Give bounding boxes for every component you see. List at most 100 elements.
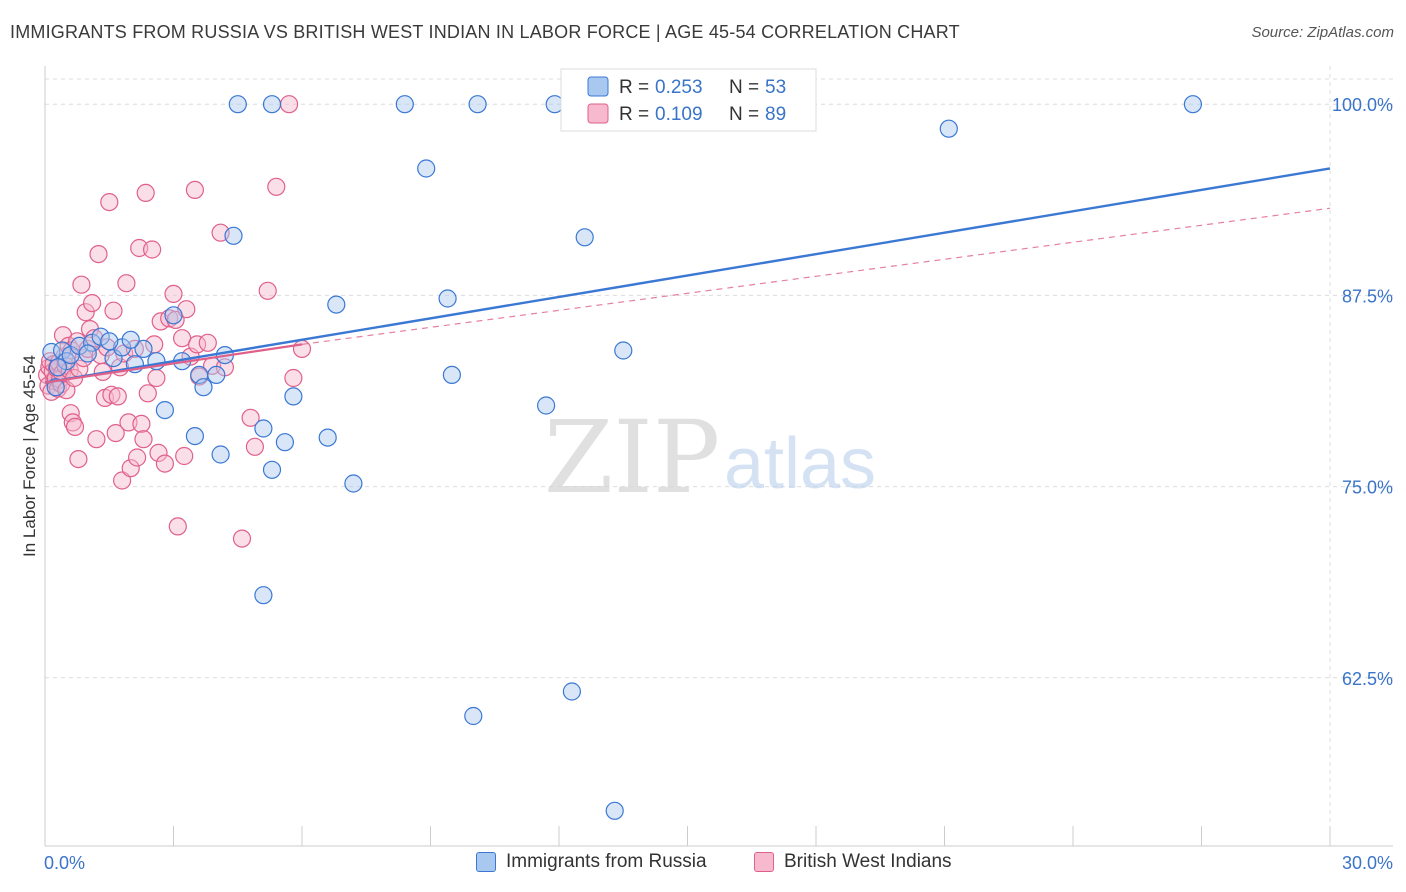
bwi-point-54	[128, 448, 147, 467]
stats-r-value-1: 0.253	[655, 77, 703, 98]
y-tick-label-1: 75.0%	[1342, 478, 1393, 498]
russia-point-32	[344, 474, 363, 493]
russia-point-24	[228, 95, 247, 114]
bwi-point-81	[232, 529, 252, 548]
bwi-point-44	[104, 301, 123, 320]
axes	[44, 66, 1393, 847]
bwi-point-36	[87, 430, 106, 449]
russia-point-23	[224, 226, 243, 245]
russia-point-52	[262, 95, 282, 114]
trend-lines	[44, 167, 1331, 384]
bwi-point-37	[89, 245, 108, 264]
stats-n-label-1: N =	[729, 77, 759, 98]
stats-r-label-1: R =	[619, 77, 649, 98]
russia-point-26	[254, 419, 273, 438]
legend-swatch-bwi	[754, 852, 774, 872]
russia-point-19	[48, 358, 68, 377]
legend-label-bwi: British West Indians	[784, 851, 952, 872]
bwi-point-25	[65, 417, 85, 436]
x-tick-label-max: 30.0%	[1342, 853, 1393, 873]
russia-point-50	[100, 332, 119, 351]
bwi-point-62	[147, 368, 166, 388]
watermark: ZIP atlas	[544, 399, 876, 516]
russia-point-44	[605, 801, 624, 820]
bwi-point-43	[102, 385, 121, 404]
russia-point-15	[194, 378, 213, 397]
russia-point-1	[52, 341, 72, 360]
bwi-trend-line-solid	[44, 343, 303, 384]
russia-point-25	[254, 586, 273, 605]
russia-point-22	[211, 445, 230, 464]
bwi-point-56	[132, 414, 151, 433]
russia-point-34	[417, 159, 436, 178]
watermark-atlas: atlas	[724, 424, 876, 504]
y-tick-label-0: 62.5%	[1342, 669, 1393, 689]
russia-point-41	[562, 682, 582, 701]
russia-point-45	[614, 341, 633, 360]
russia-point-30	[318, 428, 337, 447]
stats-legend: R = 0.253 N = 53 R = 0.109 N = 89	[560, 68, 817, 132]
russia-point-16	[207, 365, 226, 384]
legend-item-bwi[interactable]: British West Indians	[754, 851, 952, 873]
y-tick-label-2: 87.5%	[1342, 286, 1393, 306]
bwi-point-67	[164, 284, 183, 303]
bwi-point-52	[121, 459, 140, 478]
russia-point-36	[442, 365, 461, 384]
russia-point-51	[121, 330, 140, 349]
bwi-point-88	[292, 339, 312, 358]
russia-point-37	[468, 95, 487, 114]
stats-n-value-2: 89	[765, 104, 786, 125]
series-legend: Immigrants from Russia British West Indi…	[0, 851, 1406, 879]
legend-item-russia[interactable]: Immigrants from Russia	[476, 851, 707, 873]
russia-point-47	[939, 119, 958, 138]
bwi-point-77	[198, 333, 217, 352]
grid-lines	[45, 66, 1393, 846]
bwi-trend-line-dashed	[301, 207, 1331, 345]
bwi-point-50	[117, 274, 136, 293]
tick-labels: 62.5% 75.0% 87.5% 100.0% 0.0% 30.0%	[44, 95, 1393, 873]
source-label: Source: ZipAtlas.com	[1251, 24, 1394, 41]
stats-n-value-1: 53	[765, 77, 786, 98]
russia-point-28	[275, 433, 294, 452]
bwi-point-33	[80, 320, 100, 339]
russia-point-29	[284, 387, 303, 406]
russia-point-49	[78, 344, 97, 363]
watermark-zip: ZIP	[544, 399, 720, 516]
bwi-point-86	[284, 368, 303, 388]
russia-point-18	[46, 378, 65, 397]
russia-point-27	[262, 460, 282, 479]
bwi-point-84	[258, 281, 277, 300]
bwi-point-63	[149, 443, 168, 462]
bwi-point-65	[155, 454, 174, 473]
russia-trend-line	[44, 167, 1331, 384]
bwi-point-27	[69, 450, 88, 469]
stats-r-label-2: R =	[619, 104, 649, 125]
bwi-point-58	[136, 183, 155, 202]
chart-title: IMMIGRANTS FROM RUSSIA VS BRITISH WEST I…	[10, 22, 960, 42]
bwi-point-68	[166, 310, 185, 329]
stats-n-label-2: N =	[729, 104, 759, 125]
y-tick-label-3: 100.0%	[1332, 95, 1393, 115]
bwi-point-71	[175, 446, 194, 466]
bwi-point-87	[280, 95, 299, 114]
russia-point-35	[438, 289, 457, 308]
bwi-point-34	[82, 294, 102, 313]
russia-point-38	[464, 706, 483, 726]
stats-legend-blue-swatch	[587, 76, 609, 97]
bwi-point-85	[267, 177, 286, 196]
bwi-point-74	[185, 180, 204, 199]
x-tick-label-min: 0.0%	[44, 853, 85, 873]
russia-point-39	[536, 396, 556, 415]
y-axis-label: In Labor Force | Age 45-54	[20, 355, 39, 557]
bwi-point-82	[241, 408, 260, 427]
russia-point-33	[395, 95, 414, 114]
russia-point-48	[1183, 95, 1203, 114]
bwi-point-29	[72, 275, 91, 294]
stats-r-value-2: 0.109	[655, 104, 703, 125]
bwi-point-83	[245, 437, 264, 456]
russia-point-31	[327, 295, 346, 314]
russia-point-6	[91, 327, 110, 346]
bwi-point-69	[168, 517, 187, 536]
bwi-point-59	[138, 384, 157, 403]
